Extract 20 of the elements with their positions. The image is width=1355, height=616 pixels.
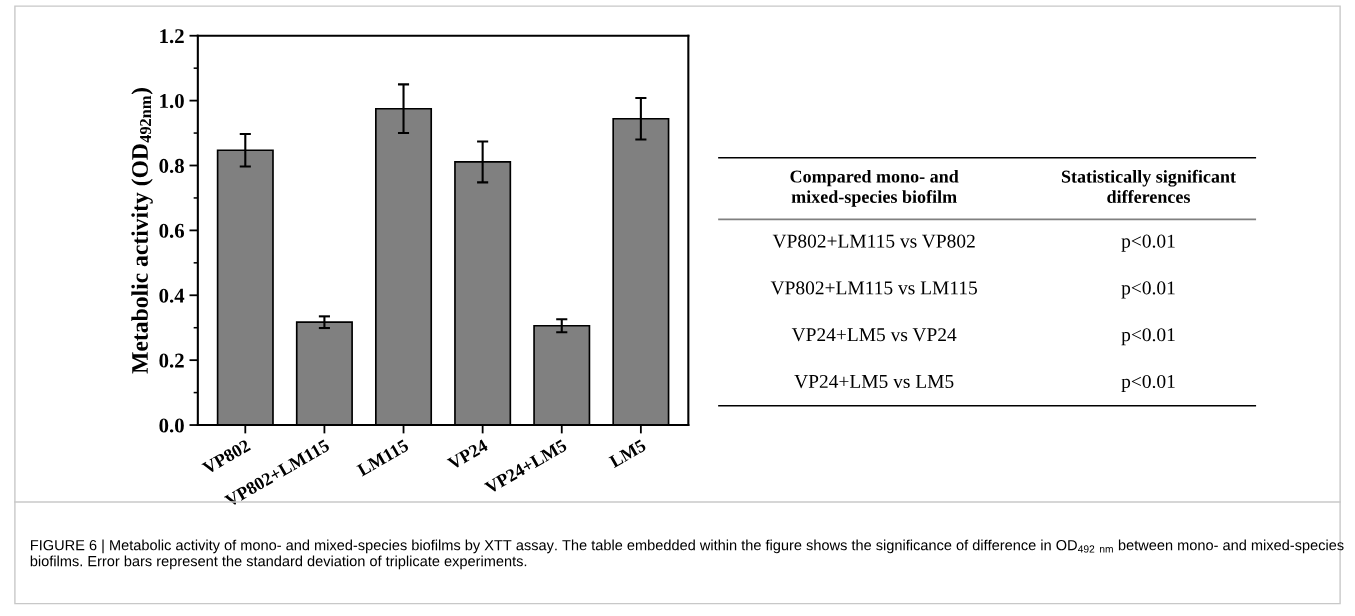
x-tick-label: LM5	[608, 439, 647, 469]
y-tick-label: 0.4	[159, 288, 185, 303]
text: p<0.01	[1121, 234, 1175, 252]
text: VP24+LM5 vs VP24	[791, 328, 957, 342]
text: VP802+LM115 vs LM115	[770, 281, 977, 295]
text: FIGURE 6 | Metabolic activity of mono- and mixed-species biofilms by XTT assay. The table embedded within the figure shows the significance of difference in OD$_{492 nm}$ between mono- and mixed-species biofilms. Error bars represent the standard deviation of triplicate experiments.	[30, 539, 1344, 570]
text: Statistically significant differences	[1061, 169, 1236, 204]
y-tick-label: 0.6	[159, 223, 185, 238]
y-tick-label: 0.0	[159, 418, 184, 433]
text: VP802+LM115 vs VP802	[772, 234, 975, 248]
text: p<0.01	[1121, 328, 1175, 346]
text: VP24+LM5 vs LM5	[794, 374, 954, 389]
y-axis-title: Metabolic activity (OD$_{492nm}$)	[131, 88, 153, 374]
text: p<0.01	[1121, 374, 1175, 392]
y-tick-label: 0.8	[159, 158, 184, 174]
y-tick-label: 0.2	[159, 353, 184, 368]
text: Compared mono- and mixed-species biofilm	[790, 169, 959, 207]
text: p<0.01	[1121, 281, 1175, 299]
y-tick-label: 1.2	[160, 29, 184, 44]
y-tick-label: 1.0	[160, 93, 184, 109]
